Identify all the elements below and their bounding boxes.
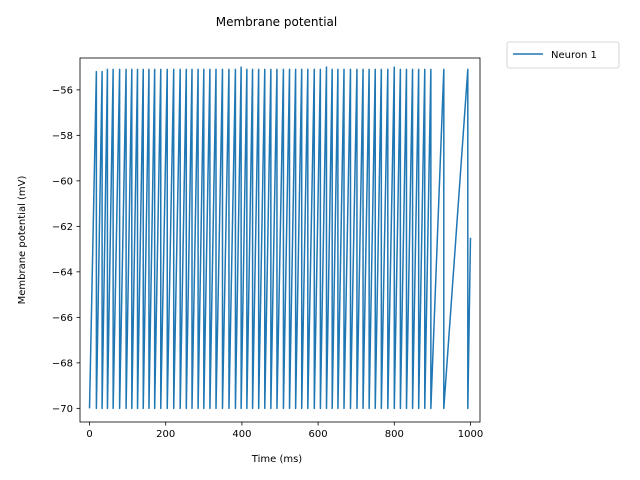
y-tick-label: −58 [52,131,73,142]
series-line-neuron-1 [88,66,472,410]
x-tick-label: 200 [156,429,175,440]
plot-frame [79,57,481,423]
y-axis: −70 −68 −66 −64 −62 −60 −58 −56 [52,85,80,415]
series-layer [88,66,472,410]
y-tick-label: −68 [52,358,73,369]
chart-title: Membrane potential [216,15,338,29]
legend: Neuron 1 [506,41,620,69]
y-tick-label: −66 [52,313,73,324]
legend-box [506,41,620,69]
x-tick-label: 800 [385,429,404,440]
x-tick-label: 400 [232,429,251,440]
x-tick-label: 600 [309,429,328,440]
y-tick-label: −62 [52,222,73,233]
y-tick-label: −70 [52,404,73,415]
y-tick-label: −60 [52,176,73,187]
x-tick-label: 0 [86,429,92,440]
x-axis-label: Time (ms) [251,454,303,465]
y-tick-label: −64 [52,267,73,278]
legend-label-neuron-1: Neuron 1 [551,50,597,61]
x-tick-label: 1000 [458,429,483,440]
x-axis: 0 200 400 600 800 1000 [86,422,483,440]
y-axis-label: Membrane potential (mV) [17,175,28,304]
y-tick-label: −56 [52,85,73,96]
